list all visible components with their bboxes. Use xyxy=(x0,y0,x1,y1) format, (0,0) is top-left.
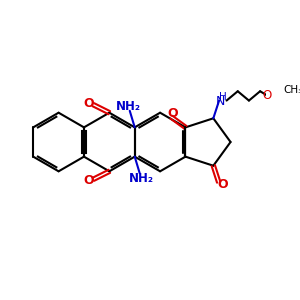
Text: H: H xyxy=(219,92,227,102)
Text: O: O xyxy=(83,97,94,110)
Text: N: N xyxy=(216,94,225,108)
Text: O: O xyxy=(218,178,228,191)
Text: O: O xyxy=(263,89,272,102)
Text: CH₃: CH₃ xyxy=(284,85,300,95)
Text: O: O xyxy=(167,107,178,120)
Text: NH₂: NH₂ xyxy=(128,172,154,184)
Text: NH₂: NH₂ xyxy=(116,100,141,113)
Text: O: O xyxy=(83,174,94,187)
